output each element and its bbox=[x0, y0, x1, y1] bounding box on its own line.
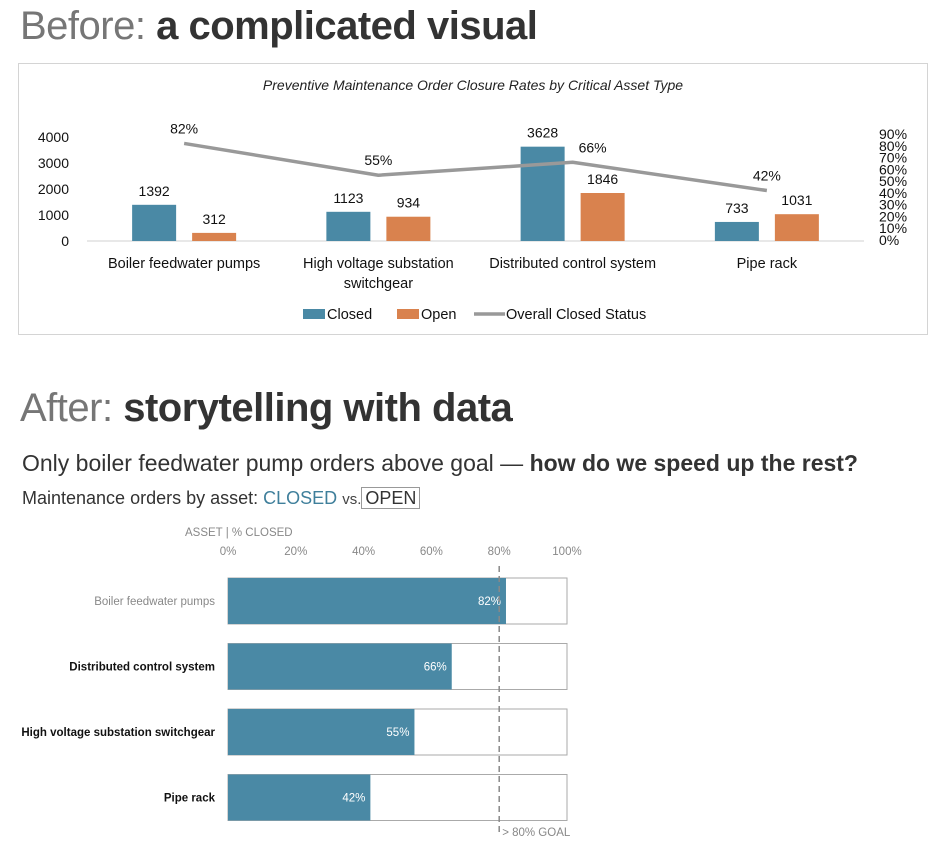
before-y2-tick-label: 20% bbox=[879, 208, 907, 224]
before-y-tick-label: 2000 bbox=[38, 181, 69, 197]
before-category-label: Pipe rack bbox=[737, 256, 798, 272]
legend-open-label: Open bbox=[421, 307, 456, 323]
before-y-tick-label: 3000 bbox=[38, 155, 69, 171]
before-y-tick-label: 0 bbox=[61, 233, 69, 249]
before-y2-tick-label: 80% bbox=[879, 138, 907, 154]
before-bar-open bbox=[774, 214, 819, 241]
before-category-label: Boiler feedwater pumps bbox=[108, 256, 260, 272]
before-y-tick-label: 1000 bbox=[38, 207, 69, 223]
before-bar-closed bbox=[714, 221, 759, 241]
after-x-tick-label: 0% bbox=[220, 546, 237, 558]
headline-bold: how do we speed up the rest? bbox=[529, 450, 858, 476]
subhead-prefix: Maintenance orders by asset: bbox=[22, 488, 259, 508]
after-x-tick-label: 60% bbox=[420, 546, 443, 558]
before-category-label: Distributed control system bbox=[489, 256, 656, 272]
before-heading-prefix: Before: bbox=[20, 4, 146, 48]
after-bar-closed bbox=[228, 578, 506, 624]
before-chart: Preventive Maintenance Order Closure Rat… bbox=[38, 77, 907, 323]
before-heading: Before: a complicated visual bbox=[20, 4, 538, 49]
before-y2-tick-label: 70% bbox=[879, 150, 907, 166]
before-bar-label-open: 312 bbox=[202, 211, 226, 227]
legend-open-swatch bbox=[397, 309, 419, 319]
legend-closed-label: Closed bbox=[327, 307, 372, 323]
after-bar-closed bbox=[228, 643, 452, 690]
before-y2-tick-label: 0% bbox=[879, 232, 899, 248]
before-line-label: 82% bbox=[170, 120, 198, 136]
subhead-closed-word: CLOSED bbox=[263, 488, 338, 508]
after-bar-label: 66% bbox=[424, 662, 447, 674]
before-bar-open bbox=[386, 216, 431, 241]
after-bar-label: 42% bbox=[342, 793, 365, 805]
before-chart-panel: Preventive Maintenance Order Closure Rat… bbox=[18, 63, 928, 335]
after-category-label: Pipe rack bbox=[164, 793, 216, 805]
before-bar-label-open: 934 bbox=[397, 195, 421, 211]
subhead-open-word: OPEN bbox=[361, 487, 421, 509]
after-axis-label: ASSET | % CLOSED bbox=[185, 527, 293, 539]
before-y2-tick-label: 10% bbox=[879, 220, 907, 236]
after-heading-prefix: After: bbox=[20, 386, 113, 430]
after-bar-label: 82% bbox=[478, 596, 501, 608]
before-category-label: switchgear bbox=[344, 276, 413, 292]
before-bar-label-closed: 1123 bbox=[333, 190, 363, 206]
after-goal-label: > 80% GOAL bbox=[502, 827, 571, 839]
before-line-label: 66% bbox=[579, 139, 607, 155]
after-bar-closed bbox=[228, 774, 371, 821]
before-y2-tick-label: 90% bbox=[879, 126, 907, 142]
after-category-label: Boiler feedwater pumps bbox=[94, 596, 215, 608]
before-bar-closed bbox=[132, 204, 177, 241]
headline: Only boiler feedwater pump orders above … bbox=[22, 450, 858, 477]
after-category-label: High voltage substation switchgear bbox=[21, 727, 215, 739]
after-bar-closed bbox=[228, 709, 415, 755]
after-x-tick-label: 80% bbox=[488, 546, 511, 558]
before-bar-closed bbox=[326, 211, 371, 241]
before-category-label: High voltage substation bbox=[303, 256, 454, 272]
before-line-label: 42% bbox=[753, 168, 781, 184]
before-y2-tick-label: 50% bbox=[879, 173, 907, 189]
after-heading-bold: storytelling with data bbox=[123, 386, 513, 430]
before-bar-open bbox=[580, 193, 625, 241]
headline-plain: Only boiler feedwater pump orders above … bbox=[22, 450, 524, 476]
before-y2-tick-label: 60% bbox=[879, 161, 907, 177]
after-chart: ASSET | % CLOSED 0% 20% 40% 60% 80% 100% 82% Boi… bbox=[21, 527, 581, 839]
legend-closed-swatch bbox=[303, 309, 325, 319]
before-line-overall-closed bbox=[183, 141, 768, 193]
before-bar-label-open: 1846 bbox=[587, 171, 618, 187]
before-y2-tick-label: 30% bbox=[879, 197, 907, 213]
legend-line-label: Overall Closed Status bbox=[506, 307, 646, 323]
before-bar-closed bbox=[520, 146, 565, 241]
before-bar-label-closed: 3628 bbox=[527, 125, 558, 141]
after-x-tick-label: 40% bbox=[352, 546, 375, 558]
subhead: Maintenance orders by asset: CLOSED vs. O… bbox=[22, 487, 421, 509]
after-heading: After: storytelling with data bbox=[20, 386, 513, 431]
subhead-vs: vs. bbox=[342, 491, 362, 508]
before-y2-tick-label: 40% bbox=[879, 185, 907, 201]
before-bar-label-open: 1031 bbox=[781, 192, 812, 208]
before-heading-bold: a complicated visual bbox=[156, 4, 538, 48]
after-bar-label: 55% bbox=[386, 727, 409, 739]
before-bar-open bbox=[192, 232, 237, 241]
after-category-label: Distributed control system bbox=[69, 662, 215, 674]
before-bar-label-closed: 733 bbox=[725, 200, 749, 216]
before-line-label: 55% bbox=[364, 152, 392, 168]
before-y-tick-label: 4000 bbox=[38, 129, 69, 145]
before-chart-title: Preventive Maintenance Order Closure Rat… bbox=[263, 77, 683, 93]
after-x-tick-label: 100% bbox=[552, 546, 581, 558]
after-x-tick-label: 20% bbox=[284, 546, 307, 558]
before-bar-label-closed: 1392 bbox=[139, 183, 170, 199]
